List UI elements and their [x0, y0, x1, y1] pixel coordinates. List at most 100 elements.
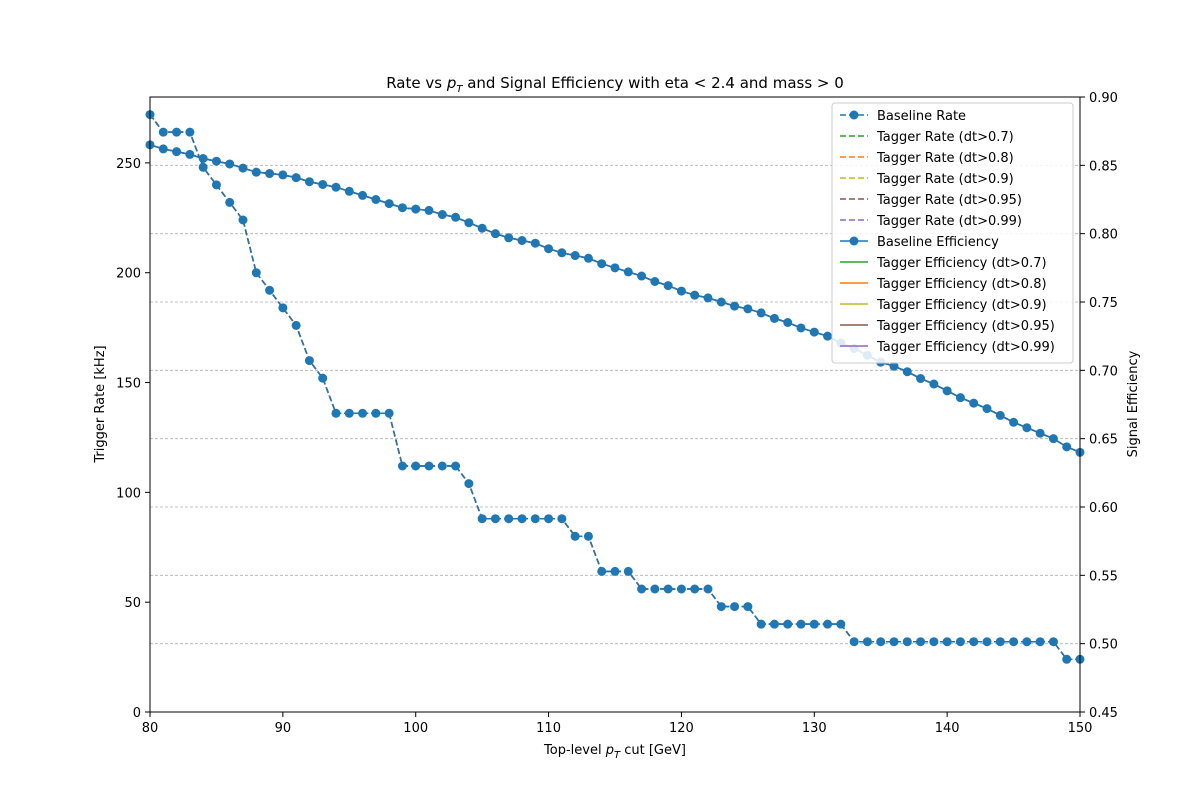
data-point	[424, 205, 434, 215]
y-right-tick-label: 0.85	[1089, 159, 1118, 174]
data-point	[929, 379, 939, 389]
data-point	[225, 197, 235, 207]
data-point	[809, 619, 819, 629]
data-point	[1009, 637, 1019, 647]
data-point	[637, 584, 647, 594]
data-point	[663, 281, 673, 291]
data-point	[437, 461, 447, 471]
legend-label: Tagger Rate (dt>0.8)	[876, 151, 1014, 166]
data-point	[451, 461, 461, 471]
y-left-tick-label: 100	[116, 486, 141, 501]
y-right-tick-label: 0.80	[1089, 228, 1118, 243]
legend: Baseline Rate Tagger Rate (dt>0.7) Tagger …	[831, 102, 1074, 364]
legend-label: Tagger Efficiency (dt>0.9)	[876, 298, 1047, 313]
data-point	[730, 301, 740, 311]
data-point	[265, 169, 275, 179]
legend-label: Tagger Efficiency (dt>0.8)	[876, 277, 1047, 292]
data-point	[304, 177, 314, 187]
data-point	[716, 602, 726, 612]
legend-label: Tagger Efficiency (dt>0.95)	[876, 319, 1055, 334]
data-point	[504, 233, 514, 243]
data-point	[583, 531, 593, 541]
data-point	[437, 210, 447, 220]
data-point	[942, 637, 952, 647]
data-point	[344, 408, 354, 418]
data-point	[982, 637, 992, 647]
x-axis-label: Top-level pT cut [GeV]	[543, 743, 686, 761]
data-point	[690, 290, 700, 300]
legend-label: Baseline Rate	[877, 109, 966, 124]
y-right-tick-label: 0.50	[1089, 638, 1118, 653]
data-point	[809, 327, 819, 337]
data-point	[225, 159, 235, 169]
data-point	[464, 479, 474, 489]
data-point	[982, 404, 992, 414]
data-point	[504, 514, 514, 524]
data-point	[530, 514, 540, 524]
data-point	[862, 637, 872, 647]
data-point	[411, 204, 421, 214]
x-tick-label: 100	[403, 721, 428, 736]
data-point	[331, 182, 341, 192]
data-point	[557, 248, 567, 258]
data-point	[610, 566, 620, 576]
data-point	[158, 127, 168, 137]
data-point	[849, 637, 859, 647]
data-point	[610, 263, 620, 273]
data-point	[889, 637, 899, 647]
plot-frame	[149, 96, 1081, 713]
y-left-tick-label: 150	[116, 377, 141, 392]
data-point	[291, 320, 301, 330]
data-point	[783, 318, 793, 327]
data-point	[1048, 637, 1058, 647]
y-left-tick-label: 50	[124, 596, 141, 611]
legend-label: Tagger Rate (dt>0.7)	[876, 130, 1014, 145]
data-point	[716, 297, 726, 307]
data-point	[902, 637, 912, 647]
data-point	[1009, 417, 1019, 427]
x-tick-label: 140	[935, 721, 960, 736]
legend-marker	[849, 110, 859, 120]
data-point	[344, 186, 354, 196]
data-point	[358, 408, 368, 418]
legend-marker	[849, 236, 859, 246]
data-point	[490, 514, 500, 524]
data-point	[251, 167, 261, 177]
data-point	[969, 398, 979, 408]
x-tick-label: 80	[142, 721, 159, 736]
data-point	[902, 367, 912, 377]
data-point	[211, 156, 221, 166]
data-point	[172, 147, 182, 157]
data-point	[544, 244, 554, 254]
data-point	[1062, 654, 1072, 664]
data-point	[1035, 428, 1045, 438]
x-tick-label: 110	[536, 721, 561, 736]
legend-box	[831, 102, 1074, 364]
series-layer	[145, 110, 1085, 664]
x-tick-label: 120	[669, 721, 694, 736]
data-point	[477, 223, 487, 233]
data-point	[251, 268, 261, 278]
data-point	[703, 584, 713, 594]
data-point	[942, 386, 952, 396]
data-point	[358, 190, 368, 200]
data-point	[650, 277, 660, 286]
data-point	[185, 149, 195, 159]
data-point	[1048, 434, 1058, 444]
data-point	[371, 195, 381, 204]
data-point	[769, 619, 779, 629]
data-point	[397, 461, 407, 471]
data-point	[623, 566, 633, 576]
data-point	[517, 514, 527, 524]
data-point	[730, 602, 740, 612]
legend-label: Tagger Rate (dt>0.99)	[876, 214, 1022, 229]
x-tick-label: 130	[802, 721, 827, 736]
data-point	[796, 323, 806, 333]
data-point	[876, 637, 886, 647]
data-point	[530, 238, 540, 248]
data-point	[929, 637, 939, 647]
data-point	[969, 637, 979, 647]
data-point	[331, 408, 341, 418]
y-left-tick-label: 250	[116, 157, 141, 172]
